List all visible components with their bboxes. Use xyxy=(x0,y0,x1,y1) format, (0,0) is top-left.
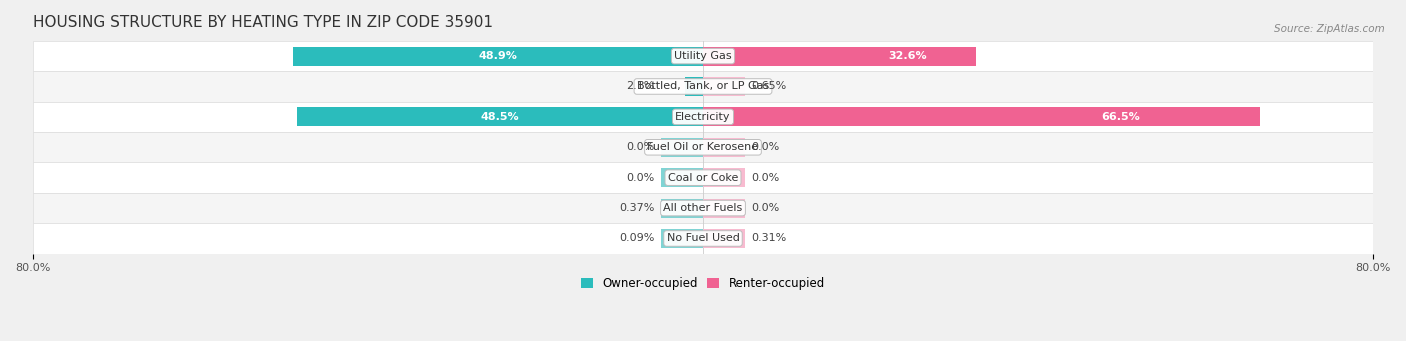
Bar xyxy=(703,107,1260,126)
Text: Utility Gas: Utility Gas xyxy=(675,51,731,61)
Text: Source: ZipAtlas.com: Source: ZipAtlas.com xyxy=(1274,24,1385,34)
Text: No Fuel Used: No Fuel Used xyxy=(666,234,740,243)
Text: Coal or Coke: Coal or Coke xyxy=(668,173,738,183)
Text: 2.1%: 2.1% xyxy=(626,81,654,91)
Text: 0.0%: 0.0% xyxy=(626,142,654,152)
Text: Electricity: Electricity xyxy=(675,112,731,122)
Bar xyxy=(703,168,745,187)
Text: 0.0%: 0.0% xyxy=(752,203,780,213)
Bar xyxy=(32,41,1374,71)
Text: 48.9%: 48.9% xyxy=(478,51,517,61)
Bar xyxy=(703,77,745,96)
Text: 48.5%: 48.5% xyxy=(481,112,519,122)
Text: HOUSING STRUCTURE BY HEATING TYPE IN ZIP CODE 35901: HOUSING STRUCTURE BY HEATING TYPE IN ZIP… xyxy=(32,15,492,30)
Text: 66.5%: 66.5% xyxy=(1101,112,1140,122)
Text: 0.0%: 0.0% xyxy=(752,142,780,152)
Text: 0.65%: 0.65% xyxy=(752,81,787,91)
Bar xyxy=(703,199,745,218)
Text: Fuel Oil or Kerosene: Fuel Oil or Kerosene xyxy=(647,142,759,152)
Bar xyxy=(703,47,976,65)
Text: 0.37%: 0.37% xyxy=(619,203,654,213)
Bar xyxy=(32,102,1374,132)
Bar xyxy=(661,229,703,248)
Bar xyxy=(661,199,703,218)
Bar xyxy=(661,138,703,157)
Bar xyxy=(32,162,1374,193)
Bar xyxy=(32,223,1374,254)
Bar xyxy=(703,229,745,248)
Text: All other Fuels: All other Fuels xyxy=(664,203,742,213)
Text: 32.6%: 32.6% xyxy=(889,51,927,61)
Bar xyxy=(703,138,745,157)
Bar xyxy=(32,71,1374,102)
Text: 0.31%: 0.31% xyxy=(752,234,787,243)
Bar xyxy=(297,107,703,126)
Text: 0.0%: 0.0% xyxy=(626,173,654,183)
Text: Bottled, Tank, or LP Gas: Bottled, Tank, or LP Gas xyxy=(637,81,769,91)
Bar xyxy=(32,193,1374,223)
Bar xyxy=(32,132,1374,162)
Text: 0.0%: 0.0% xyxy=(752,173,780,183)
Bar xyxy=(685,77,703,96)
Bar xyxy=(661,168,703,187)
Text: 0.09%: 0.09% xyxy=(619,234,654,243)
Legend: Owner-occupied, Renter-occupied: Owner-occupied, Renter-occupied xyxy=(576,272,830,295)
Bar xyxy=(294,47,703,65)
